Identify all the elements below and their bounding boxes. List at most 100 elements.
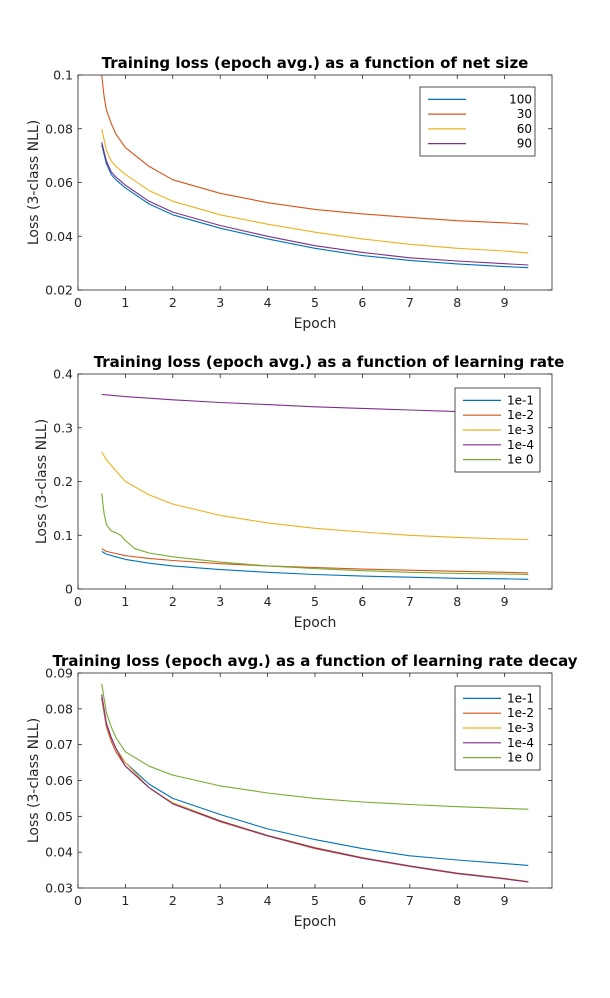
legend-label: 60 [517, 122, 532, 136]
y-tick-label: 0.1 [53, 68, 73, 83]
series-line [101, 451, 529, 541]
x-tick-label: 5 [311, 893, 319, 908]
x-tick-label: 4 [264, 295, 272, 310]
chart-learning-rate-decay: Training loss (epoch avg.) as a function… [26, 652, 578, 930]
x-tick-label: 2 [169, 594, 177, 609]
legend-label: 1e-3 [507, 423, 534, 437]
y-axis-label: Loss (3-class NLL) [26, 718, 42, 843]
x-tick-label: 2 [169, 295, 177, 310]
series-line [101, 683, 529, 810]
y-tick-label: 0.06 [45, 175, 73, 190]
y-tick-label: 0.4 [53, 367, 73, 382]
legend-item: 1e 0 [463, 751, 533, 765]
x-axis-label: Epoch [294, 914, 337, 930]
x-tick-label: 7 [406, 594, 414, 609]
x-axis-label: Epoch [294, 316, 337, 332]
chart-title: Training loss (epoch avg.) as a function… [94, 353, 565, 371]
y-tick-label: 0.04 [45, 229, 73, 244]
series-line [101, 493, 529, 576]
x-tick-label: 9 [501, 295, 509, 310]
legend-item: 1e-4 [463, 736, 534, 750]
series-line [101, 550, 529, 580]
x-tick-label: 1 [121, 893, 129, 908]
y-tick-label: 0.1 [53, 528, 73, 543]
legend-label: 1e-2 [507, 706, 534, 720]
x-tick-label: 8 [453, 893, 461, 908]
legend-label: 1e 0 [507, 751, 533, 765]
x-tick-label: 4 [264, 594, 272, 609]
legend-label: 1e-3 [507, 721, 534, 735]
x-tick-label: 0 [74, 594, 82, 609]
legend-label: 30 [517, 107, 532, 121]
legend-item: 1e-2 [463, 706, 534, 720]
y-tick-label: 0 [65, 582, 73, 597]
y-tick-label: 0.08 [45, 121, 73, 136]
x-axis-label: Epoch [294, 615, 337, 631]
series-line [101, 142, 529, 266]
x-tick-label: 7 [406, 893, 414, 908]
x-tick-label: 6 [358, 594, 366, 609]
y-tick-label: 0.3 [53, 420, 73, 435]
x-tick-label: 8 [453, 594, 461, 609]
y-tick-label: 0.09 [45, 666, 73, 681]
y-tick-label: 0.02 [45, 283, 73, 298]
legend-item: 90 [428, 137, 532, 151]
x-tick-label: 0 [74, 295, 82, 310]
legend-box [419, 86, 536, 157]
series-line [101, 548, 529, 574]
chart-title: Training loss (epoch avg.) as a function… [102, 54, 529, 72]
series-line [101, 694, 529, 883]
x-tick-label: 9 [501, 594, 509, 609]
chart-net-size: Training loss (epoch avg.) as a function… [26, 54, 553, 332]
x-tick-label: 4 [264, 893, 272, 908]
legend-item: 30 [428, 107, 532, 121]
x-tick-label: 3 [216, 893, 224, 908]
legend-label: 90 [517, 137, 532, 151]
plot-area: 0 1 2 3 4 5 6 7 8 9 0.03 0.04 0.05 0.06 0.07 0.08 0.09 1e… [45, 666, 553, 908]
legend-item: 1e 0 [463, 453, 533, 467]
x-tick-label: 0 [74, 893, 82, 908]
y-tick-label: 0.07 [45, 737, 73, 752]
x-tick-label: 7 [406, 295, 414, 310]
legend-item: 1e-1 [463, 691, 534, 705]
legend-label: 1e-4 [507, 736, 534, 750]
x-tick-label: 5 [311, 594, 319, 609]
y-tick-label: 0.05 [45, 809, 73, 824]
x-tick-label: 6 [358, 893, 366, 908]
x-tick-label: 8 [453, 295, 461, 310]
series-line [101, 74, 529, 225]
x-tick-label: 5 [311, 295, 319, 310]
legend-label: 1e-2 [507, 408, 534, 422]
x-tick-label: 3 [216, 594, 224, 609]
series-line [101, 144, 529, 269]
legend-label: 1e-1 [507, 393, 534, 407]
x-tick-label: 2 [169, 893, 177, 908]
legend-item: 1e-3 [463, 721, 534, 735]
legend-item: 100 [428, 92, 532, 106]
y-tick-label: 0.04 [45, 845, 73, 860]
legend-label: 1e-4 [507, 438, 534, 452]
legend: 1e-11e-21e-31e-41e 0 [454, 387, 541, 473]
x-tick-label: 1 [121, 295, 129, 310]
legend-item: 1e-3 [463, 423, 534, 437]
chart-title: Training loss (epoch avg.) as a function… [52, 652, 577, 670]
x-tick-label: 9 [501, 893, 509, 908]
legend-item: 60 [428, 122, 532, 136]
legend: 1e-11e-21e-31e-41e 0 [454, 685, 541, 771]
y-axis-label: Loss (3-class NLL) [34, 419, 50, 544]
y-axis-label: Loss (3-class NLL) [26, 120, 42, 245]
y-tick-label: 0.08 [45, 701, 73, 716]
legend-item: 1e-2 [463, 408, 534, 422]
legend-item: 1e-1 [463, 393, 534, 407]
legend-label: 1e-1 [507, 691, 534, 705]
legend-label: 100 [509, 92, 532, 106]
y-tick-label: 0.03 [45, 881, 73, 896]
x-tick-label: 1 [121, 594, 129, 609]
y-tick-label: 0.06 [45, 773, 73, 788]
plot-area: 0 1 2 3 4 5 6 7 8 9 0 0.1 0.2 0.3 0.4 1e-11e-21e-31e-41… [53, 367, 553, 609]
x-tick-label: 6 [358, 295, 366, 310]
series-line [101, 128, 529, 254]
legend-label: 1e 0 [507, 453, 533, 467]
